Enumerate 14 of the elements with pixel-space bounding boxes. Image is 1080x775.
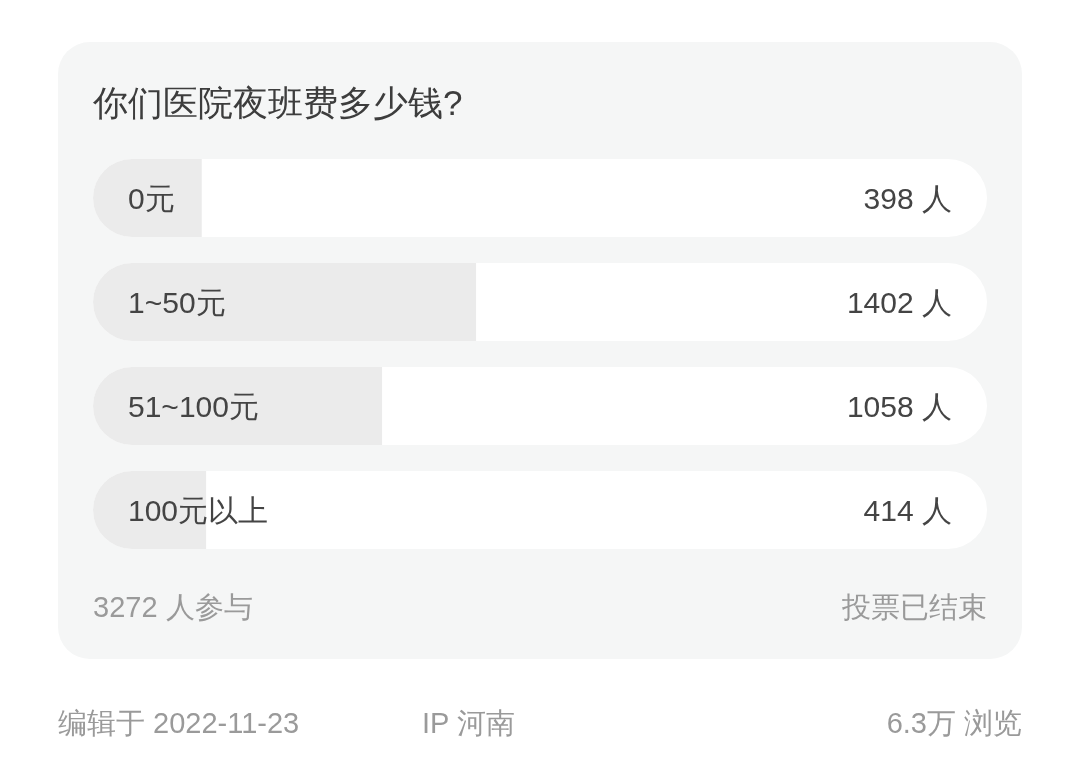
text: 投票已结束 [841,591,987,623]
data-label: 1402 人 [846,286,952,319]
data-label: 398 人 [863,182,952,215]
y-tick-label: 1~50元 [128,286,226,319]
data-label: 1058 人 [846,390,952,423]
text: 3272 人参与 [93,591,253,623]
text: IP 河南 [422,707,515,739]
data-label: 414 人 [863,494,952,527]
text: 编辑于 2022-11-23 [58,707,300,739]
y-tick-label: 100元以上 [128,494,269,527]
chart-title: 你们医院夜班费多少钱? [92,83,463,122]
y-tick-label: 51~100元 [128,390,259,423]
y-tick-label: 0元 [128,182,175,215]
text: 6.3万 浏览 [886,707,1022,739]
